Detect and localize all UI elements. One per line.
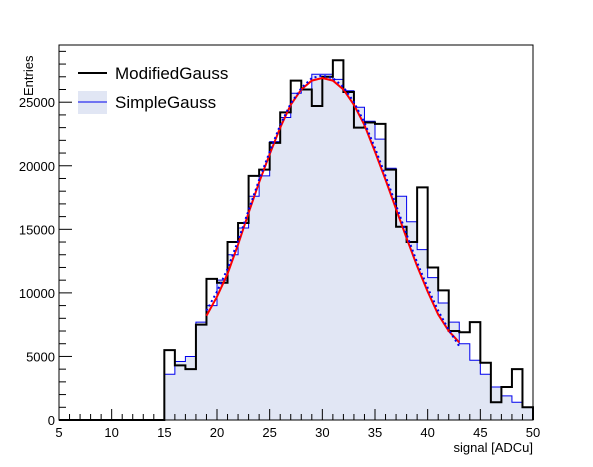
x-axis-title: signal [ADCu] — [454, 440, 533, 455]
x-tick-label: 20 — [210, 425, 224, 440]
y-tick-label: 5000 — [26, 349, 55, 364]
x-tick-label: 50 — [526, 425, 540, 440]
x-tick-label: 35 — [368, 425, 382, 440]
legend-label-simplegauss: SimpleGauss — [115, 93, 216, 112]
x-tick-label: 25 — [262, 425, 276, 440]
x-tick-label: 5 — [55, 425, 62, 440]
y-tick-label: 15000 — [19, 222, 55, 237]
modifiedgauss-histogram — [59, 59, 534, 421]
y-tick-label: 0 — [48, 413, 55, 428]
x-tick-label: 10 — [104, 425, 118, 440]
x-tick-label: 30 — [315, 425, 329, 440]
axes: 5 10 15 20 25 30 35 40 45 50 0 5000 10000 15000 20000 2… — [19, 50, 540, 440]
x-tick-label: 45 — [473, 425, 487, 440]
y-tick-label: 20000 — [19, 159, 55, 174]
legend-label-modifiedgauss: ModifiedGauss — [115, 64, 228, 83]
plot-frame — [58, 44, 534, 421]
y-axis-title: Entries — [21, 55, 36, 96]
x-tick-label: 15 — [157, 425, 171, 440]
y-tick-label: 25000 — [19, 95, 55, 110]
y-tick-label: 10000 — [19, 286, 55, 301]
simplegauss-fill — [59, 74, 533, 420]
legend: ModifiedGauss SimpleGauss — [78, 64, 228, 114]
plot-area — [59, 59, 534, 421]
x-tick-label: 40 — [420, 425, 434, 440]
simplegauss-histogram — [59, 73, 534, 421]
